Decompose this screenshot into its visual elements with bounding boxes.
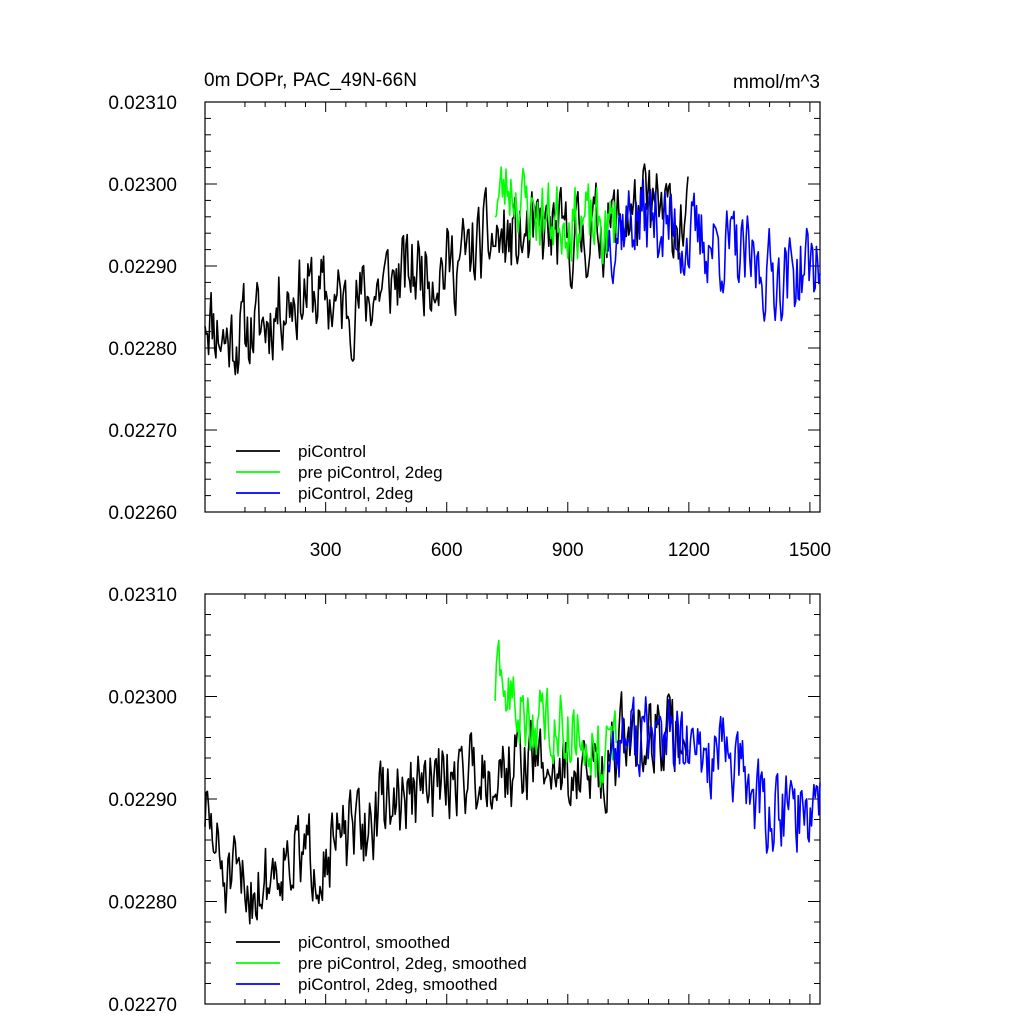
legend-label: piControl <box>298 442 366 461</box>
plot-frame <box>204 101 821 513</box>
y-tick-label: 0.02280 <box>108 339 177 360</box>
series-lines <box>204 163 821 376</box>
y-tick-label: 0.02290 <box>108 257 177 278</box>
series-line-pre-picontrol-2deg-smoothed <box>494 639 617 788</box>
series-lines <box>204 639 821 925</box>
legend-label: pre piControl, 2deg, smoothed <box>298 954 527 973</box>
legend-label: piControl, 2deg, smoothed <box>298 975 497 994</box>
y-tick-label: 0.02290 <box>108 790 177 811</box>
y-tick-label: 0.02280 <box>108 893 177 914</box>
y-tick-label: 0.02310 <box>108 585 177 606</box>
y-tick-label: 0.02300 <box>108 688 177 709</box>
y-tick-label: 0.02270 <box>108 995 177 1016</box>
y-tick-label: 0.02270 <box>108 421 177 442</box>
x-tick-label: 300 <box>310 540 342 561</box>
units-label: mmol/m^3 <box>733 72 820 93</box>
series-line-picontrol-2deg-smoothed <box>607 696 821 854</box>
axis-ticks: 300 600 900 1200 1500 0.02260 0.02270 0.02280 0.… <box>108 93 831 561</box>
top-chart-panel: 0m DOPr, PAC_49N-66N mmol/m^3 300 600 900 1… <box>108 70 831 561</box>
x-tick-label: 600 <box>431 540 463 561</box>
chart-title: 0m DOPr, PAC_49N-66N <box>204 70 417 91</box>
y-tick-label: 0.02300 <box>108 175 177 196</box>
legend: piControl pre piControl, 2deg piControl, 2… <box>236 442 443 503</box>
series-line-picontrol-smoothed <box>204 691 689 925</box>
legend: piControl, smoothed pre piControl, 2deg, … <box>236 933 527 994</box>
legend-label: pre piControl, 2deg <box>298 463 443 482</box>
y-tick-label: 0.02310 <box>108 93 177 114</box>
x-tick-label: 900 <box>552 540 584 561</box>
y-tick-label: 0.02260 <box>108 503 177 524</box>
series-line-picontrol-2deg <box>607 178 821 322</box>
x-tick-label: 1500 <box>789 540 831 561</box>
legend-label: piControl, 2deg <box>298 484 413 503</box>
series-line-pre-picontrol-2deg <box>494 166 617 265</box>
axis-ticks: 0.02270 0.02280 0.02290 0.02300 0.02310 <box>108 585 820 1016</box>
series-line-picontrol <box>204 163 689 376</box>
legend-label: piControl, smoothed <box>298 933 450 952</box>
bottom-chart-panel: 0.02270 0.02280 0.02290 0.02300 0.02310 piCo… <box>108 585 821 1016</box>
x-tick-label: 1200 <box>668 540 710 561</box>
